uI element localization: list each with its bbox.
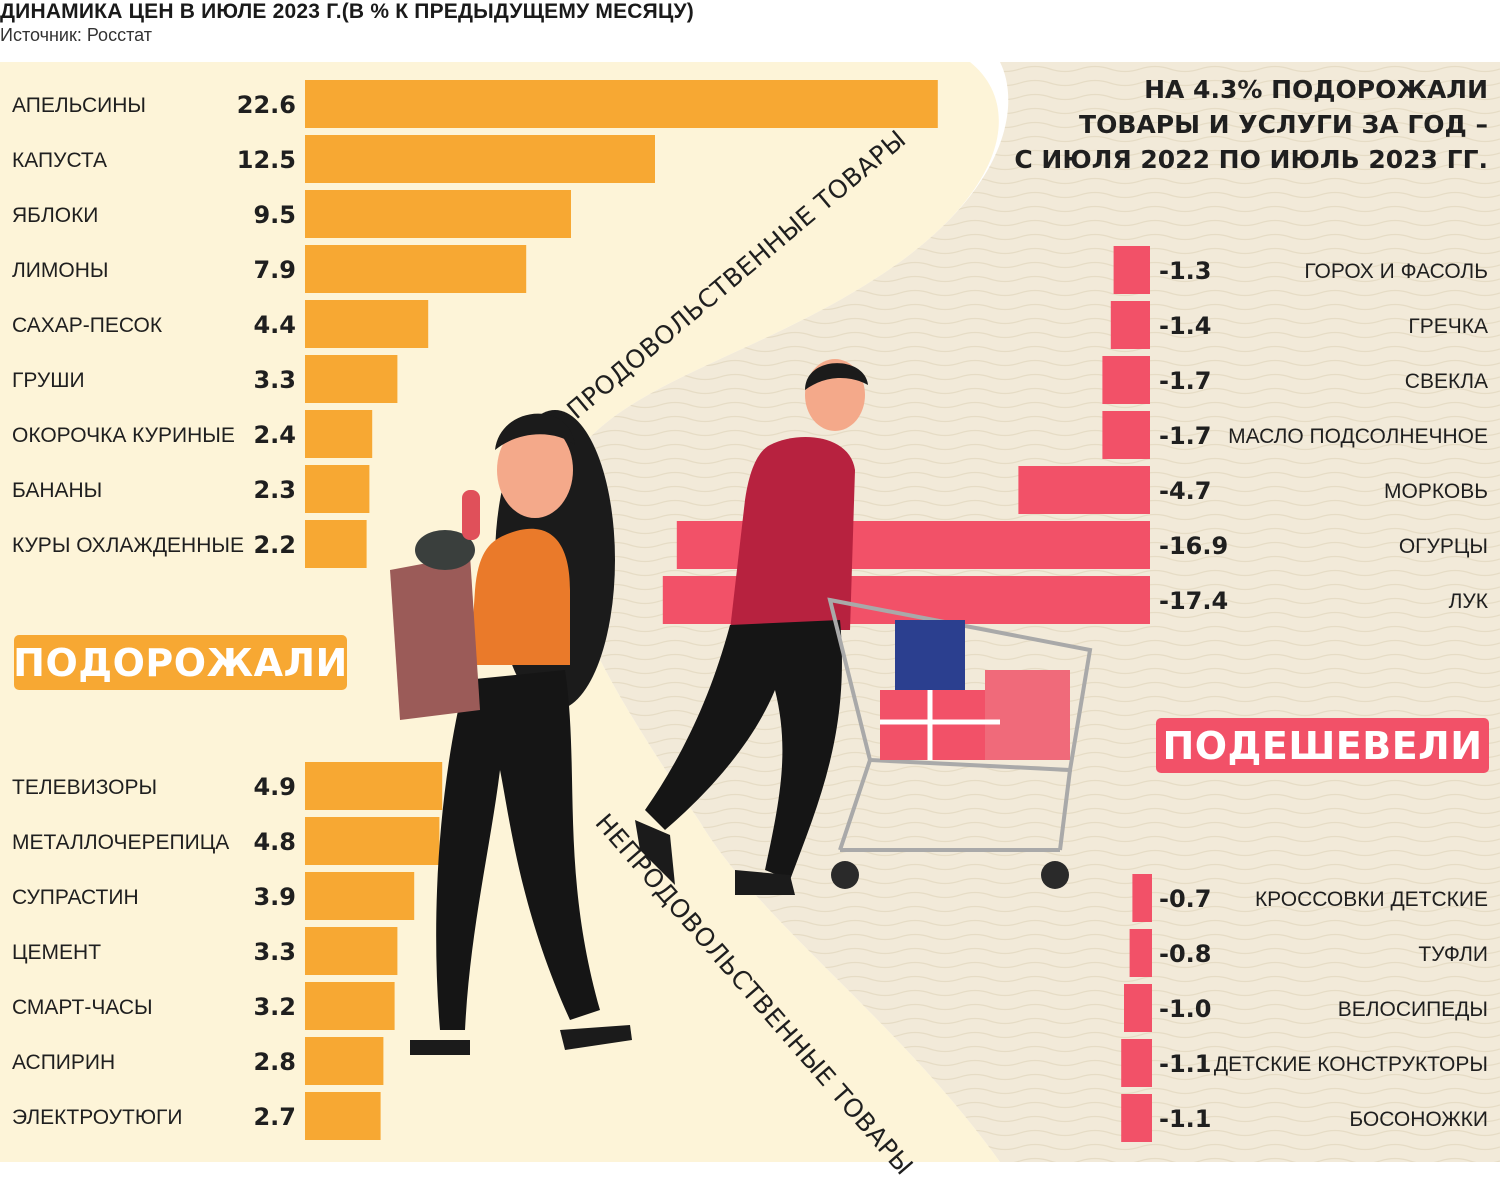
woman-figure xyxy=(390,410,632,1055)
bar-2-1 xyxy=(1110,301,1150,349)
category-label-1-6: ЭЛЕКТРОУТЮГИ xyxy=(12,1106,183,1129)
category-label-2-4: МОРКОВЬ xyxy=(1384,480,1488,503)
category-label-2-0: ГОРОХ И ФАСОЛЬ xyxy=(1304,260,1488,283)
category-label-1-1: МЕТАЛЛОЧЕРЕПИЦА xyxy=(12,831,229,854)
value-label-1-6: 2.7 xyxy=(253,1103,296,1131)
bar-3-0 xyxy=(1132,874,1152,922)
category-label-3-1: ТУФЛИ xyxy=(1418,943,1488,966)
bar-1-1 xyxy=(305,817,440,865)
rose-badge: ПОДОРОЖАЛИ xyxy=(13,635,347,690)
value-label-2-2: -1.7 xyxy=(1159,367,1211,395)
category-label-0-4: САХАР-ПЕСОК xyxy=(12,314,163,337)
bar-1-3 xyxy=(305,927,398,975)
value-label-3-3: -1.1 xyxy=(1159,1050,1211,1078)
annual-note-line-1: НА 4.3% ПОДОРОЖАЛИ xyxy=(1144,75,1488,104)
category-label-0-2: ЯБЛОКИ xyxy=(12,204,98,227)
bar-0-1 xyxy=(305,135,655,183)
bar-0-4 xyxy=(305,300,429,348)
category-label-1-5: АСПИРИН xyxy=(12,1051,115,1074)
value-label-1-4: 3.2 xyxy=(253,993,296,1021)
value-label-1-3: 3.3 xyxy=(253,938,296,966)
bar-2-0 xyxy=(1113,246,1150,294)
bar-3-4 xyxy=(1121,1094,1152,1142)
value-label-0-0: 22.6 xyxy=(237,91,296,119)
category-label-0-8: КУРЫ ОХЛАЖДЕННЫЕ xyxy=(12,534,244,557)
value-label-1-0: 4.9 xyxy=(253,773,296,801)
bar-0-7 xyxy=(305,465,370,513)
value-label-0-1: 12.5 xyxy=(237,146,296,174)
category-label-2-6: ЛУК xyxy=(1449,590,1489,613)
category-label-2-5: ОГУРЦЫ xyxy=(1399,535,1488,558)
value-label-2-6: -17.4 xyxy=(1159,587,1228,615)
category-label-3-2: ВЕЛОСИПЕДЫ xyxy=(1338,998,1488,1021)
bar-2-4 xyxy=(1018,466,1150,514)
value-label-0-5: 3.3 xyxy=(253,366,296,394)
bar-3-3 xyxy=(1121,1039,1152,1087)
bar-0-3 xyxy=(305,245,527,293)
category-label-1-4: СМАРТ-ЧАСЫ xyxy=(12,996,153,1019)
value-label-1-2: 3.9 xyxy=(253,883,296,911)
bar-2-2 xyxy=(1102,356,1150,404)
value-label-3-4: -1.1 xyxy=(1159,1105,1211,1133)
value-label-0-4: 4.4 xyxy=(253,311,296,339)
category-label-3-3: ДЕТСКИЕ КОНСТРУКТОРЫ xyxy=(1214,1053,1488,1076)
bar-3-2 xyxy=(1124,984,1152,1032)
bar-1-4 xyxy=(305,982,395,1030)
category-label-0-6: ОКОРОЧКА КУРИНЫЕ xyxy=(12,424,235,447)
category-label-1-0: ТЕЛЕВИЗОРЫ xyxy=(12,776,157,799)
category-label-2-3: МАСЛО ПОДСОЛНЕЧНОЕ xyxy=(1228,425,1488,448)
value-label-0-6: 2.4 xyxy=(253,421,296,449)
chart-title: ДИНАМИКА ЦЕН В ИЮЛЕ 2023 Г.(В % К ПРЕДЫД… xyxy=(0,0,694,23)
value-label-2-5: -16.9 xyxy=(1159,532,1228,560)
value-label-2-3: -1.7 xyxy=(1159,422,1211,450)
value-label-0-2: 9.5 xyxy=(253,201,296,229)
bar-0-0 xyxy=(305,80,938,128)
category-label-0-3: ЛИМОНЫ xyxy=(12,259,108,282)
value-label-2-4: -4.7 xyxy=(1159,477,1211,505)
value-label-3-1: -0.8 xyxy=(1159,940,1211,968)
bar-1-0 xyxy=(305,762,443,810)
value-label-2-0: -1.3 xyxy=(1159,257,1211,285)
bar-0-8 xyxy=(305,520,367,568)
category-label-2-1: ГРЕЧКА xyxy=(1408,315,1488,338)
category-label-1-3: ЦЕМЕНТ xyxy=(12,941,101,964)
value-label-3-2: -1.0 xyxy=(1159,995,1211,1023)
bar-0-6 xyxy=(305,410,373,458)
bar-3-1 xyxy=(1129,929,1152,977)
bar-0-2 xyxy=(305,190,571,238)
annual-note-line-2: ТОВАРЫ И УСЛУГИ ЗА ГОД – xyxy=(1079,110,1488,139)
category-label-0-0: АПЕЛЬСИНЫ xyxy=(12,94,146,117)
bar-1-5 xyxy=(305,1037,384,1085)
shoppers-illustration xyxy=(390,359,1093,1055)
category-label-2-2: СВЕКЛА xyxy=(1405,370,1488,393)
annual-note-line-3: С ИЮЛЯ 2022 ПО ИЮЛЬ 2023 ГГ. xyxy=(1014,145,1488,174)
man-figure xyxy=(635,359,1093,895)
category-label-3-0: КРОССОВКИ ДЕТСКИЕ xyxy=(1255,888,1488,911)
value-label-0-8: 2.2 xyxy=(253,531,296,559)
bar-2-3 xyxy=(1102,411,1150,459)
category-label-0-1: КАПУСТА xyxy=(12,149,107,172)
value-label-1-5: 2.8 xyxy=(253,1048,296,1076)
value-label-0-7: 2.3 xyxy=(253,476,296,504)
category-label-0-5: ГРУШИ xyxy=(12,369,85,392)
source-note: Источник: Росстат xyxy=(0,25,152,45)
annual-inflation-note: НА 4.3% ПОДОРОЖАЛИ ТОВАРЫ И УСЛУГИ ЗА ГО… xyxy=(1014,72,1488,177)
bar-1-2 xyxy=(305,872,415,920)
category-label-1-2: СУПРАСТИН xyxy=(12,886,139,909)
value-label-3-0: -0.7 xyxy=(1159,885,1211,913)
bar-0-5 xyxy=(305,355,398,403)
fell-badge: ПОДЕШЕВЕЛИ xyxy=(1156,718,1489,773)
category-label-0-7: БАНАНЫ xyxy=(12,479,102,502)
category-label-3-4: БОСОНОЖКИ xyxy=(1349,1108,1488,1131)
bar-1-6 xyxy=(305,1092,381,1140)
value-label-2-1: -1.4 xyxy=(1159,312,1211,340)
value-label-0-3: 7.9 xyxy=(253,256,296,284)
value-label-1-1: 4.8 xyxy=(253,828,296,856)
